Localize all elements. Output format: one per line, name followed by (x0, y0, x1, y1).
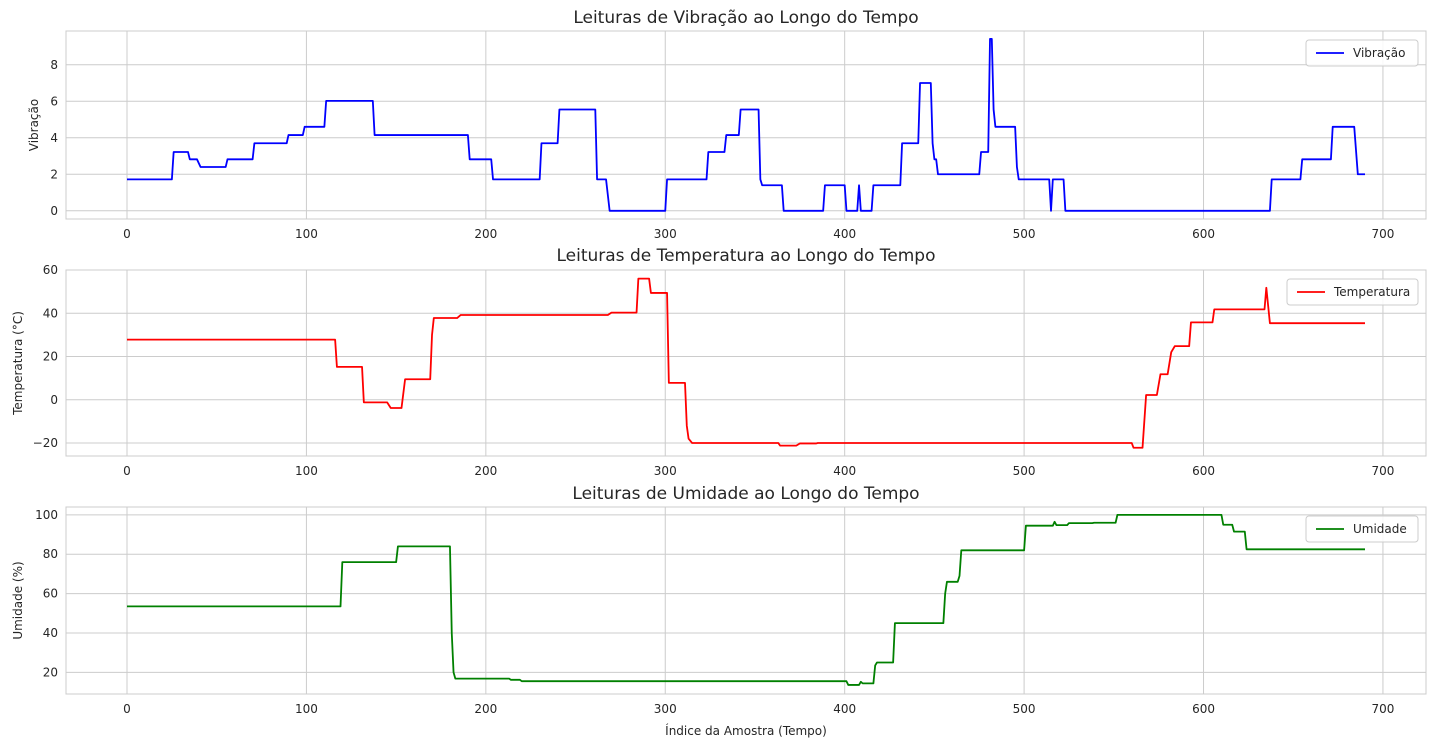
x-tick-label: 500 (1013, 227, 1036, 241)
series-line-umidade (127, 513, 1365, 686)
x-tick-label: 0 (123, 464, 131, 478)
chart-title: Leituras de Temperatura ao Longo do Temp… (556, 246, 935, 266)
x-tick-label: 700 (1371, 464, 1394, 478)
x-tick-label: 600 (1192, 702, 1215, 716)
legend-box (1305, 39, 1419, 67)
x-tick-label: 600 (1192, 464, 1215, 478)
y-tick-label: −20 (33, 436, 58, 450)
legend: Temperatura (1286, 278, 1419, 306)
y-tick-label: 20 (43, 350, 58, 364)
legend-label: Umidade (1353, 522, 1407, 536)
legend-label: Vibração (1353, 46, 1405, 60)
y-tick-label: 80 (43, 547, 58, 561)
y-tick-label: 8 (50, 58, 58, 72)
y-axis-label: Vibração (27, 99, 41, 151)
y-axis-label: Temperatura (°C) (11, 311, 25, 416)
chart-title: Leituras de Vibração ao Longo do Tempo (573, 8, 918, 28)
x-tick-label: 300 (654, 464, 677, 478)
legend-box (1286, 278, 1419, 306)
x-tick-label: 0 (123, 227, 131, 241)
x-tick-label: 200 (474, 464, 497, 478)
y-tick-label: 20 (43, 665, 58, 679)
x-tick-label: 100 (295, 464, 318, 478)
y-tick-label: 60 (43, 263, 58, 277)
y-tick-label: 40 (43, 626, 58, 640)
x-tick-label: 400 (833, 464, 856, 478)
plot-frame (65, 269, 1427, 457)
y-tick-label: 6 (50, 94, 58, 108)
x-tick-label: 700 (1371, 227, 1394, 241)
y-tick-label: 2 (50, 167, 58, 181)
x-tick-label: 300 (654, 702, 677, 716)
x-tick-label: 700 (1371, 702, 1394, 716)
series-line-temperatura (127, 277, 1365, 449)
x-axis-label: Índice da Amostra (Tempo) (665, 723, 827, 738)
legend: Vibração (1305, 39, 1419, 67)
chart-panel-2: 0 100 200 300 400 500 600 700 −20 0 20 40 60 Leituras… (11, 246, 1427, 478)
x-tick-label: 100 (295, 702, 318, 716)
plot-frame (65, 506, 1427, 695)
x-tick-label: 300 (654, 227, 677, 241)
chart-panel-1: 0 100 200 300 400 500 600 700 0 2 4 6 8 Leituras de V… (27, 8, 1427, 241)
y-tick-label: 60 (43, 587, 58, 601)
y-tick-label: 40 (43, 306, 58, 320)
x-tick-label: 500 (1013, 464, 1036, 478)
x-tick-label: 600 (1192, 227, 1215, 241)
legend-box (1305, 515, 1419, 543)
y-tick-label: 4 (50, 131, 58, 145)
chart-panel-3: 0 100 200 300 400 500 600 700 20 40 60 80 100 Leitura… (11, 484, 1427, 738)
x-tick-label: 500 (1013, 702, 1036, 716)
plot-frame (65, 30, 1427, 220)
series-line-vibração (127, 37, 1365, 212)
y-tick-label: 100 (35, 508, 58, 522)
chart-title: Leituras de Umidade ao Longo do Tempo (572, 484, 919, 504)
y-axis-label: Umidade (%) (11, 561, 25, 639)
y-tick-label: 0 (50, 393, 58, 407)
x-tick-label: 100 (295, 227, 318, 241)
x-tick-label: 400 (833, 227, 856, 241)
legend: Umidade (1305, 515, 1419, 543)
x-tick-label: 0 (123, 702, 131, 716)
y-tick-label: 0 (50, 204, 58, 218)
x-tick-label: 200 (474, 702, 497, 716)
x-tick-label: 200 (474, 227, 497, 241)
legend-label: Temperatura (1333, 285, 1410, 299)
x-tick-label: 400 (833, 702, 856, 716)
